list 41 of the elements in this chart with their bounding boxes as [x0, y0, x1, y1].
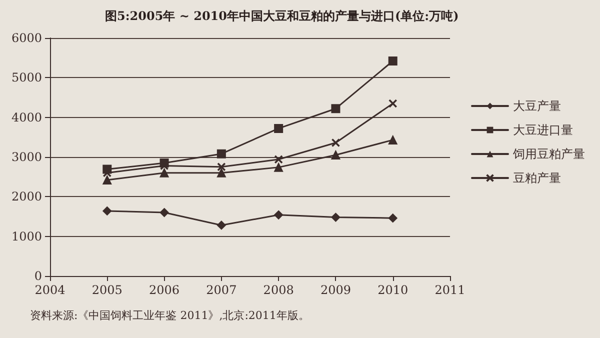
legend-label: 大豆进口量 [513, 123, 573, 137]
point [160, 168, 169, 178]
point [388, 135, 398, 144]
y-tick-label: 0 [34, 269, 42, 283]
point [388, 99, 398, 108]
x-tick-label: 2007 [206, 283, 237, 297]
point [102, 206, 112, 216]
point [274, 210, 284, 220]
legend-label: 饲用豆粕产量 [512, 147, 585, 161]
point [274, 154, 283, 164]
y-tick-label: 2000 [11, 190, 42, 204]
point [217, 162, 226, 172]
x-tick-label: 2008 [263, 283, 294, 297]
legend-label: 大豆产量 [513, 99, 561, 113]
x-tick-label: 2011 [434, 283, 466, 297]
chart-title: 图5:2005年 ~ 2010年中国大豆和豆粕的产量与进口(单位:万吨) [105, 9, 459, 23]
point [274, 124, 284, 133]
legend-label: 豆粕产量 [513, 171, 561, 185]
x-tick-label: 2009 [320, 283, 351, 297]
point [274, 162, 284, 172]
point [216, 220, 226, 230]
y-tick-label: 6000 [11, 31, 42, 45]
point [388, 214, 398, 223]
x-tick-label: 2004 [34, 283, 66, 297]
y-tick-label: 3000 [11, 150, 42, 164]
y-tick-label: 5000 [11, 70, 42, 85]
point [102, 176, 112, 185]
point [331, 104, 340, 114]
point [216, 149, 226, 158]
y-tick-label: 4000 [11, 110, 42, 124]
point [216, 168, 226, 178]
point [388, 56, 398, 66]
x-tick-label: 2010 [378, 283, 408, 297]
point [331, 138, 340, 148]
y-tick-label: 1000 [11, 229, 42, 244]
text: 资料来源:《中国饲料工业年鉴 2011》,北京:2011年版。 [30, 309, 310, 322]
point [160, 208, 169, 218]
x-tick-label: 2005 [92, 283, 122, 297]
point [331, 150, 340, 160]
point [331, 212, 340, 222]
x-tick-label: 2006 [149, 283, 180, 297]
